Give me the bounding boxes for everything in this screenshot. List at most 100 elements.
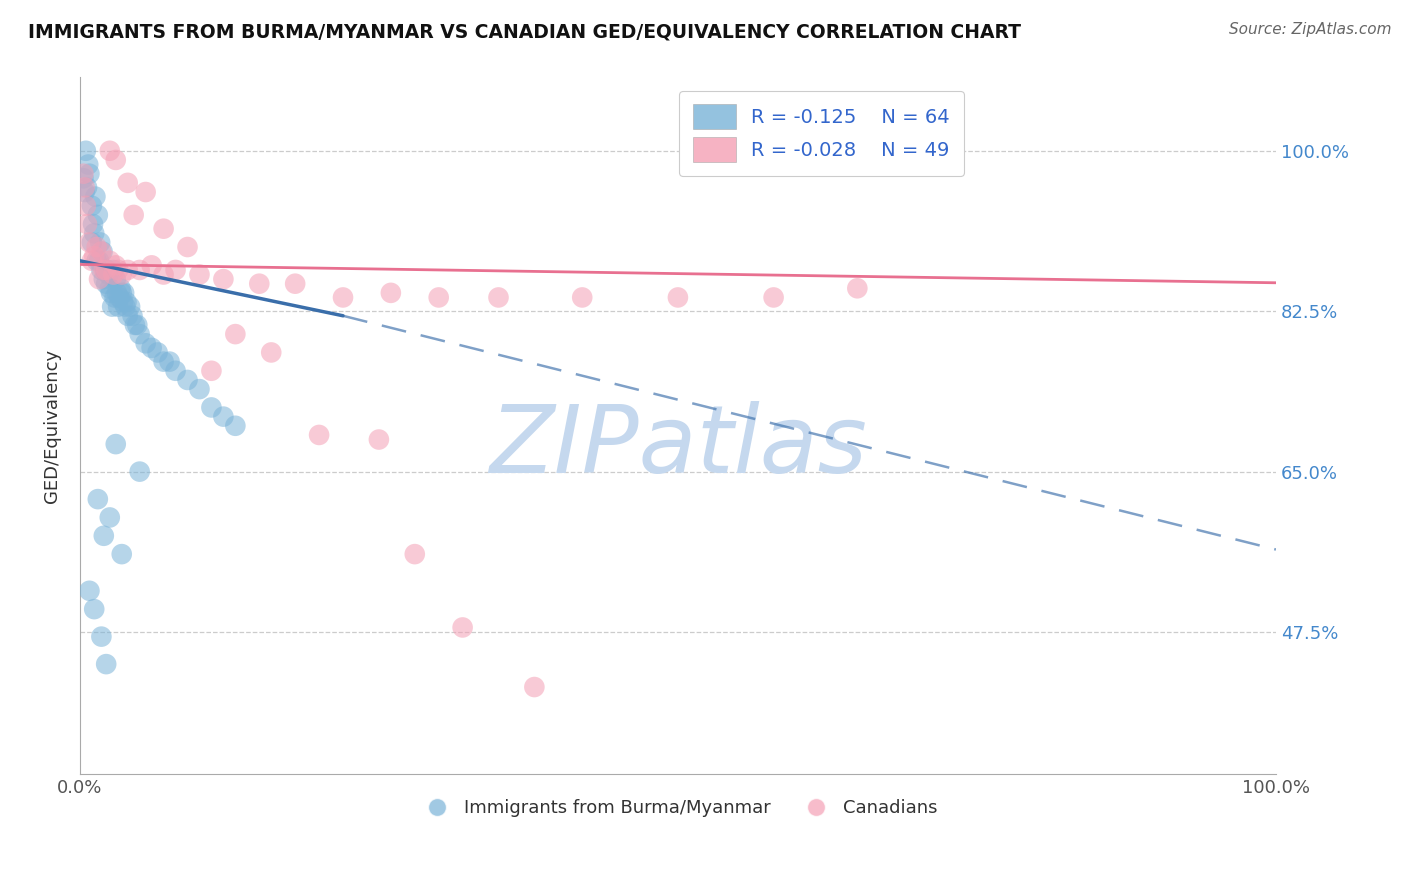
Point — [762, 290, 785, 304]
Point — [488, 290, 510, 304]
Point — [152, 221, 174, 235]
Point — [87, 492, 110, 507]
Point — [104, 153, 127, 167]
Point — [96, 263, 118, 277]
Point — [79, 235, 101, 250]
Text: ZIPatlas: ZIPatlas — [489, 401, 868, 492]
Legend: Immigrants from Burma/Myanmar, Canadians: Immigrants from Burma/Myanmar, Canadians — [412, 792, 945, 824]
Point — [83, 249, 105, 263]
Point — [159, 354, 181, 368]
Point — [114, 300, 136, 314]
Point — [87, 272, 110, 286]
Point — [212, 409, 235, 424]
Point — [84, 189, 107, 203]
Point — [117, 263, 139, 277]
Point — [107, 300, 129, 314]
Point — [73, 185, 96, 199]
Point — [523, 680, 546, 694]
Point — [112, 285, 135, 300]
Point — [86, 240, 108, 254]
Point — [188, 268, 211, 282]
Point — [80, 235, 103, 250]
Point — [90, 630, 112, 644]
Y-axis label: GED/Equivalency: GED/Equivalency — [44, 349, 60, 503]
Point — [176, 240, 198, 254]
Point — [124, 318, 146, 332]
Point — [100, 285, 122, 300]
Point — [104, 437, 127, 451]
Point — [224, 327, 246, 342]
Point — [96, 277, 118, 291]
Point — [128, 465, 150, 479]
Point — [93, 263, 115, 277]
Point — [103, 268, 125, 282]
Point — [80, 199, 103, 213]
Point — [87, 208, 110, 222]
Point — [135, 185, 157, 199]
Point — [451, 620, 474, 634]
Point — [101, 300, 124, 314]
Point — [103, 263, 125, 277]
Point — [77, 157, 100, 171]
Text: Source: ZipAtlas.com: Source: ZipAtlas.com — [1229, 22, 1392, 37]
Point — [212, 272, 235, 286]
Point — [121, 309, 143, 323]
Point — [122, 208, 145, 222]
Point — [86, 253, 108, 268]
Point — [111, 295, 134, 310]
Point — [141, 341, 163, 355]
Point — [72, 171, 94, 186]
Point — [247, 277, 270, 291]
Point — [260, 345, 283, 359]
Point — [146, 345, 169, 359]
Point — [284, 277, 307, 291]
Point — [104, 272, 127, 286]
Point — [165, 364, 187, 378]
Point — [165, 263, 187, 277]
Point — [120, 300, 142, 314]
Point — [127, 318, 149, 332]
Point — [75, 144, 97, 158]
Point — [128, 327, 150, 342]
Point — [98, 281, 121, 295]
Point — [117, 309, 139, 323]
Point — [79, 167, 101, 181]
Point — [380, 285, 402, 300]
Point — [90, 263, 112, 277]
Point — [135, 336, 157, 351]
Point — [332, 290, 354, 304]
Point — [846, 281, 869, 295]
Point — [90, 244, 112, 259]
Text: IMMIGRANTS FROM BURMA/MYANMAR VS CANADIAN GED/EQUIVALENCY CORRELATION CHART: IMMIGRANTS FROM BURMA/MYANMAR VS CANADIA… — [28, 22, 1021, 41]
Point — [224, 418, 246, 433]
Point — [76, 180, 98, 194]
Point — [104, 258, 127, 272]
Point — [108, 290, 131, 304]
Point — [200, 364, 222, 378]
Point — [128, 263, 150, 277]
Point — [72, 167, 94, 181]
Point — [105, 285, 128, 300]
Point — [571, 290, 593, 304]
Point — [111, 547, 134, 561]
Point — [404, 547, 426, 561]
Point — [117, 176, 139, 190]
Point — [96, 657, 118, 672]
Point — [141, 258, 163, 272]
Point — [98, 510, 121, 524]
Point — [200, 401, 222, 415]
Point — [93, 272, 115, 286]
Point — [110, 281, 132, 295]
Point — [91, 244, 114, 259]
Point — [111, 268, 134, 282]
Point — [103, 290, 125, 304]
Point — [83, 227, 105, 241]
Point — [152, 354, 174, 368]
Point — [73, 180, 96, 194]
Point — [666, 290, 689, 304]
Point — [96, 263, 118, 277]
Point — [176, 373, 198, 387]
Point — [188, 382, 211, 396]
Point — [427, 290, 450, 304]
Point — [79, 583, 101, 598]
